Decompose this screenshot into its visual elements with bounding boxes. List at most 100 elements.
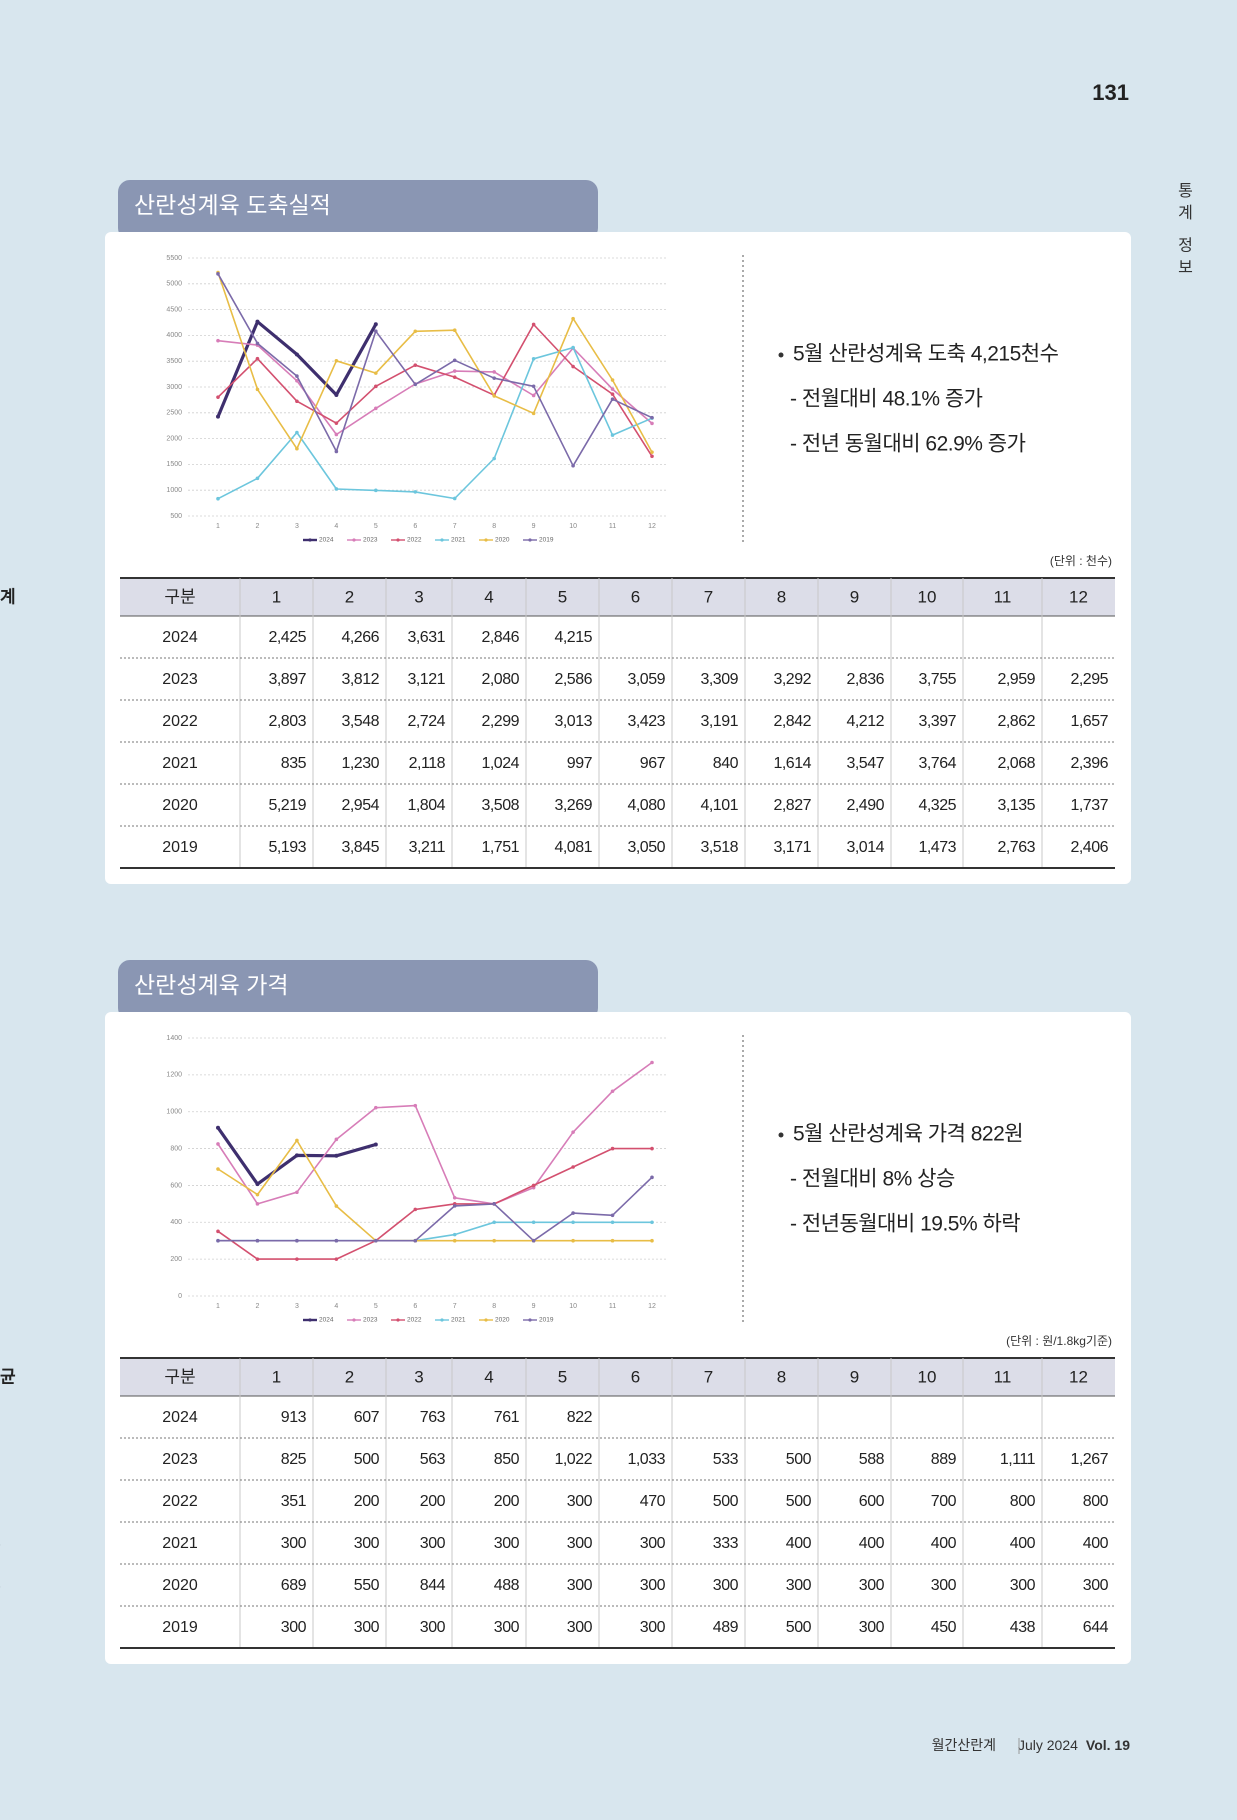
point [334,392,339,397]
table-row-label: 2021 [162,755,198,772]
table-cell: 1,737 [1070,797,1108,814]
table-cell: 1,267 [1070,1451,1108,1468]
point [216,1125,220,1130]
legend-dot [352,538,356,542]
x-tick-label: 4 [334,523,338,530]
point [610,1146,615,1151]
table-cell: 563 [420,1451,446,1468]
table-cell: 200 [494,1493,520,1510]
legend-label: 2019 [539,537,554,544]
table-cell: 3,013 [554,713,592,730]
table-cell: 997 [567,755,593,772]
table-cell: 300 [1083,1577,1109,1594]
table-cell: 4,080 [627,797,665,814]
table-cell: 2,080 [481,671,519,688]
table-cell: 1,473 [918,839,956,856]
table-cell: 2,118 [409,755,446,772]
point [650,1238,654,1243]
table-cell: 1,657 [1070,713,1108,730]
point [374,371,378,375]
x-tick-label: 2 [256,1303,260,1310]
point [334,358,339,363]
x-tick-label: 6 [413,1303,417,1310]
point [531,393,536,398]
point [295,378,299,383]
point [413,1103,418,1108]
table-row-label: 2022 [162,713,198,730]
point [452,1204,457,1208]
table-cell: 1,804 [407,797,445,814]
table-cell: 2,299 [481,713,519,730]
table-cell: 1,033 [627,1451,665,1468]
table-cell: 300 [567,1535,593,1552]
footer: 월간산란계 July 2024 Vol. 19 [932,1737,1131,1753]
table-cell: 2,862 [997,713,1035,730]
table-header-cell: 6 [631,1367,640,1386]
point [452,1195,457,1200]
table-cell: 3,547 [846,755,884,772]
point [216,338,220,343]
table-cell: 300 [640,1577,666,1594]
table-cell: 3,050 [627,839,665,856]
point [531,1220,536,1225]
table-header-cell: 10 [918,587,937,606]
point [216,272,220,276]
point [413,1238,418,1243]
point [571,1220,575,1225]
y-tick-label: 2500 [166,410,182,417]
point [531,1183,536,1188]
x-tick-label: 7 [453,523,457,530]
table-cell: 588 [859,1451,885,1468]
table-cell: 800 [1010,1493,1036,1510]
x-tick-label: 9 [532,523,536,530]
table-cell: 4,101 [700,797,738,814]
legend-dot [308,1318,312,1322]
x-tick-label: 12 [648,523,656,530]
legend-label: 2020 [495,1317,510,1324]
table-cell: 2,836 [846,671,884,688]
table-cell: 438 [1010,1619,1036,1636]
legend-dot [484,1318,488,1322]
legend-dot [352,1318,356,1322]
point [571,1238,575,1243]
point [294,1153,299,1158]
table-header-cell: 12 [1069,587,1088,606]
y-tick-label: 5000 [166,281,182,288]
series-line [217,1147,652,1260]
y-tick-label: 2000 [166,435,182,442]
table-header-cell: 10 [918,1367,937,1386]
point [216,1142,220,1146]
point [216,1167,220,1171]
y-tick-label: 600 [170,1182,182,1189]
point [610,378,615,382]
x-tick-label: 5 [374,1303,378,1310]
table-cell: 835 [281,755,307,772]
legend-label: 2020 [495,537,510,544]
legend-dot [396,1318,400,1322]
table-row-label: 2022 [162,1493,198,1510]
point [216,1229,220,1234]
point [492,394,496,398]
point [216,1238,220,1243]
point [650,421,654,426]
table-header-cell: 12 [1069,1367,1088,1386]
legend-label: 2024 [319,537,334,544]
table-cell: 200 [354,1493,380,1510]
point [571,364,575,369]
table-cell: 300 [281,1619,307,1636]
point [295,1238,299,1243]
table-cell: 300 [786,1577,812,1594]
point [334,1238,339,1243]
point [255,476,260,481]
series-line [218,1176,653,1242]
y-tick-label: 3000 [166,384,182,391]
table-cell: 470 [640,1493,666,1510]
point [334,449,339,454]
table-cell: 2,846 [481,629,519,646]
table-cell: 300 [567,1619,593,1636]
point [531,411,536,416]
table-cell: 3,508 [481,797,519,814]
point [610,433,615,437]
table-cell: 450 [931,1619,957,1636]
table-cell: 500 [354,1451,380,1468]
